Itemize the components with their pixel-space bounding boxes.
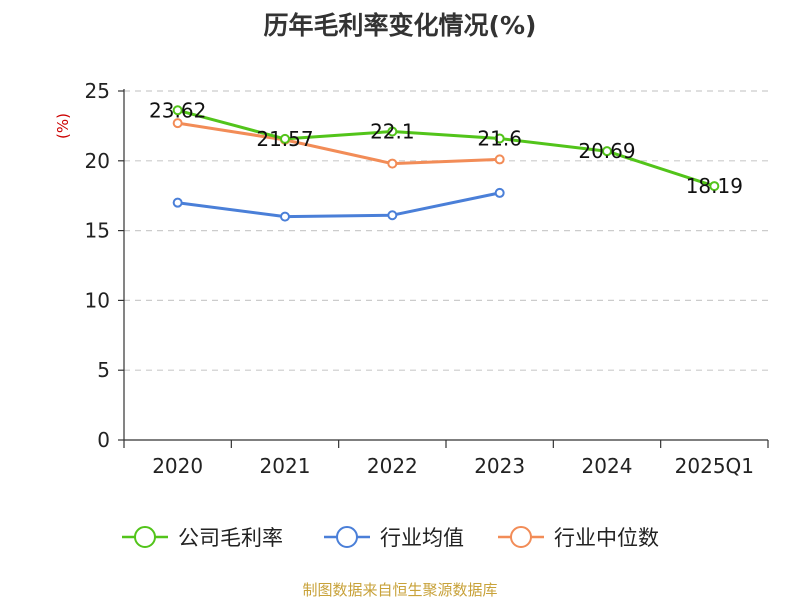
y-tick-label: 15 — [85, 219, 110, 243]
data-point[interactable] — [280, 133, 290, 144]
data-point[interactable] — [494, 154, 505, 165]
legend-marker — [134, 526, 156, 548]
axes: 0 5 10 15 20 25 2020 2021 2022 2023 2024 2025Q1 — [85, 79, 769, 478]
data-labels: 23.62 21.57 22.1 21.6 20.69 18.19 — [149, 98, 743, 198]
y-axis-unit: (%) — [54, 113, 72, 139]
x-tick-label: 2025Q1 — [675, 454, 754, 478]
series-line-2 — [177, 121, 500, 166]
x-tick-label: 2021 — [260, 454, 311, 478]
y-tick-label: 10 — [85, 288, 110, 312]
data-point[interactable] — [602, 146, 612, 157]
grid-lines — [124, 90, 768, 371]
series-lines — [172, 105, 720, 222]
data-label: 18.19 — [686, 174, 743, 198]
legend-label: 行业均值 — [380, 526, 464, 550]
legend-item-1[interactable]: 行业均值 — [324, 526, 464, 550]
legend-item-2[interactable]: 行业中位数 — [498, 526, 659, 550]
y-tick-label: 5 — [97, 358, 110, 382]
data-label: 22.1 — [370, 119, 415, 143]
legend-item-0[interactable]: 公司毛利率 — [122, 526, 283, 550]
y-tick-label: 25 — [85, 79, 110, 103]
data-point[interactable] — [280, 211, 290, 222]
data-point[interactable] — [387, 210, 398, 221]
data-point[interactable] — [709, 181, 720, 192]
y-tick-label: 0 — [97, 428, 110, 452]
x-tick-label: 2024 — [582, 454, 633, 478]
data-point[interactable] — [172, 118, 183, 129]
data-label: 21.6 — [477, 126, 522, 150]
data-label: 21.57 — [256, 127, 313, 151]
legend[interactable]: 公司毛利率 行业均值 行业中位数 — [122, 526, 659, 550]
legend-marker — [336, 526, 358, 548]
x-tick-label: 2020 — [152, 454, 203, 478]
x-tick-label: 2023 — [474, 454, 525, 478]
data-point[interactable] — [387, 126, 398, 137]
series-line-0 — [177, 108, 715, 188]
chart-title: 历年毛利率变化情况(%) — [264, 11, 537, 40]
series-line-1 — [177, 191, 501, 219]
data-point[interactable] — [387, 158, 398, 169]
legend-label: 公司毛利率 — [178, 526, 283, 550]
y-tick-label: 20 — [85, 149, 110, 173]
data-point[interactable] — [172, 105, 183, 116]
data-label: 23.62 — [149, 98, 206, 122]
source-note: 制图数据来自恒生聚源数据库 — [302, 581, 497, 599]
data-point[interactable] — [172, 197, 183, 208]
data-label: 20.69 — [578, 139, 635, 163]
x-tick-label: 2022 — [367, 454, 418, 478]
legend-label: 行业中位数 — [554, 526, 659, 550]
data-point[interactable] — [494, 133, 505, 144]
data-point[interactable] — [494, 187, 505, 198]
legend-marker — [510, 526, 532, 548]
